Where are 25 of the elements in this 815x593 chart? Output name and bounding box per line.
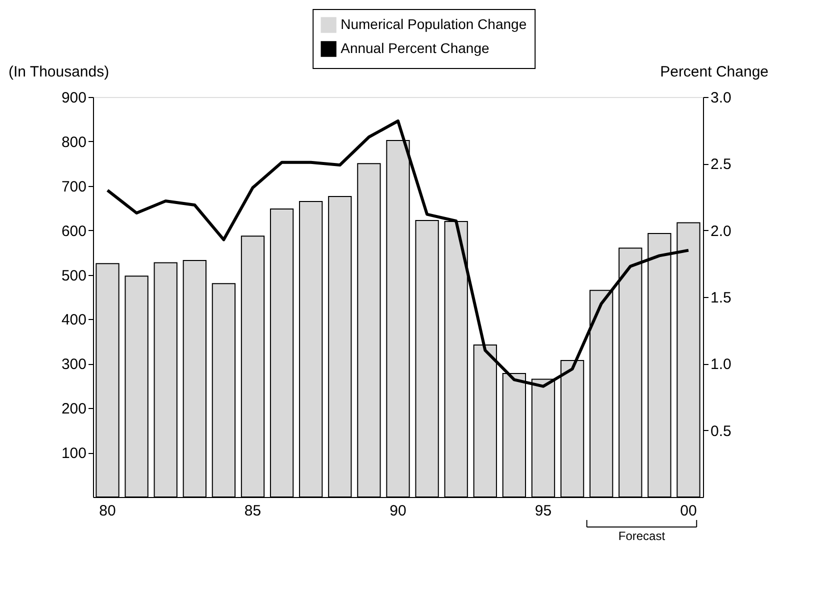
y2-tick-label: 3.0 xyxy=(710,90,732,106)
y2-tick-label: 1.0 xyxy=(710,356,732,374)
y-tick-label: 100 xyxy=(61,445,86,462)
legend-label: Numerical Population Change xyxy=(340,16,527,32)
y2-tick-label: 0.5 xyxy=(710,422,732,440)
y-tick-label: 800 xyxy=(61,134,86,151)
y-tick-label: 600 xyxy=(61,222,86,240)
y2-tick-label: 1.5 xyxy=(710,290,732,306)
x-tick-label: 95 xyxy=(534,502,552,520)
y-axis-title: (In Thousands) xyxy=(8,64,110,80)
y-tick-label: 300 xyxy=(61,356,86,374)
x-tick-label: 90 xyxy=(390,502,406,520)
y-tick-label: 700 xyxy=(61,178,86,196)
legend-label: Annual Percent Change xyxy=(340,40,490,56)
y-tick-label: 200 xyxy=(61,400,86,418)
y2-tick-label: 2.0 xyxy=(710,222,732,240)
y2-axis-title: Percent Change xyxy=(660,64,768,80)
y-tick-label: 400 xyxy=(61,312,86,329)
y2-tick-label: 2.5 xyxy=(710,156,732,174)
y-tick-label: 900 xyxy=(61,90,86,106)
x-tick-label: 00 xyxy=(680,502,697,520)
x-tick-label: 85 xyxy=(244,502,262,520)
y-tick-label: 500 xyxy=(61,267,86,284)
text: Forecast xyxy=(618,529,666,543)
x-tick-label: 80 xyxy=(99,502,116,520)
